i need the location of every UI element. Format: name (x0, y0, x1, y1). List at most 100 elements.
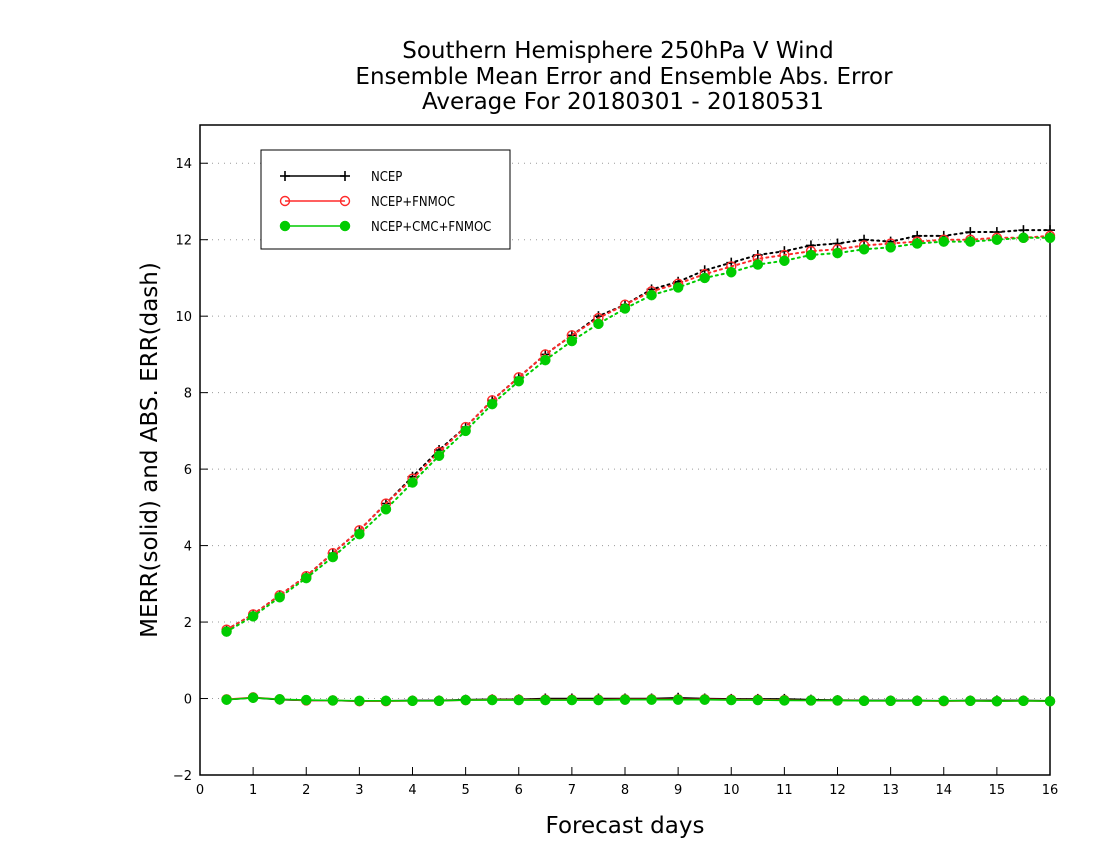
y-tick-label: 0 (184, 693, 192, 708)
abs-err-point (726, 266, 737, 278)
x-tick-label: 12 (829, 783, 846, 798)
abs-err-point (540, 354, 551, 366)
x-tick-label: 0 (196, 783, 204, 798)
legend-label: NCEP+CMC+FNMOC (371, 220, 491, 235)
abs-err-point (354, 528, 365, 540)
abs-err-point (965, 236, 976, 247)
mean-err-point (407, 695, 418, 707)
mean-err-point (1018, 695, 1029, 707)
legend-marker (279, 195, 291, 207)
mean-err-point (301, 694, 312, 706)
legend-entry: NCEP+CMC+FNMOC (279, 220, 491, 235)
chart-title: Southern Hemisphere 250hPa V Wind Ensemb… (355, 38, 893, 115)
mean-err-point (699, 694, 710, 705)
mean-err-point (832, 695, 843, 706)
x-axis: 0 1 2 3 4 5 6 7 8 9 10 11 12 13 14 15 16 (196, 767, 1058, 798)
y-tick-label: −2 (173, 769, 192, 784)
mean-err-point (619, 694, 631, 705)
mean-err-point (486, 694, 498, 706)
mean-err-point (885, 695, 896, 707)
x-tick-label: 16 (1042, 783, 1059, 798)
mean-err-point (858, 695, 870, 707)
y-tick-label: 10 (175, 310, 192, 325)
legend-marker (339, 220, 351, 232)
y-axis: −2 0 2 4 6 8 10 12 14 (173, 157, 208, 784)
legend-entry: NCEP (280, 170, 402, 185)
abs-err-point (460, 425, 471, 437)
abs-err-point (779, 255, 790, 266)
y-tick-label: 2 (184, 616, 192, 631)
abs-err-point (832, 247, 843, 259)
legend-label: NCEP (371, 170, 402, 185)
x-tick-label: 5 (461, 783, 469, 798)
abs-err-point (646, 289, 657, 301)
abs-err-point (274, 591, 285, 603)
abs-err-point (885, 242, 896, 253)
mean-err-point (938, 695, 949, 707)
x-tick-label: 1 (249, 783, 257, 798)
mean-err-point (380, 695, 392, 707)
mean-err-point (991, 695, 1003, 707)
abs-err-point (699, 272, 710, 284)
abs-err-point (832, 238, 843, 249)
grid-lines (200, 162, 1050, 700)
x-tick-label: 13 (882, 783, 899, 798)
mean-err-point (752, 694, 764, 706)
abs-err-point (301, 572, 312, 584)
abs-err-point (433, 450, 445, 461)
abs-err-line (225, 229, 1051, 631)
abs-err-line (225, 234, 1051, 631)
x-tick-label: 6 (515, 783, 523, 798)
y-tick-label: 6 (184, 463, 192, 478)
legend-entry: NCEP+FNMOC (279, 195, 455, 210)
y-tick-label: 12 (175, 234, 192, 249)
x-tick-label: 9 (674, 783, 682, 798)
mean-err-point (247, 692, 259, 704)
chart-title-line-3: Average For 20180301 - 20180531 (422, 89, 824, 115)
mean-err-point (327, 695, 339, 706)
abs-err-point (805, 249, 817, 261)
abs-err-point (911, 238, 923, 249)
abs-err-point (593, 318, 604, 330)
legend-label: NCEP+FNMOC (371, 195, 455, 210)
mean-err-point (965, 695, 976, 707)
mean-err-point (672, 694, 684, 705)
abs-err-point (805, 240, 816, 251)
abs-err-point (991, 234, 1003, 245)
abs-err-point (619, 303, 631, 314)
mean-err-point (433, 695, 445, 707)
mean-err-point (726, 694, 737, 706)
legend-marker (280, 171, 290, 181)
abs-err-point (1018, 232, 1029, 244)
series-ncep (221, 225, 1055, 707)
y-tick-label: 14 (175, 157, 192, 172)
legend-marker (339, 195, 351, 207)
abs-err-point (327, 551, 339, 563)
abs-err-point (566, 335, 578, 347)
series-layer (221, 225, 1056, 707)
y-axis-label: MERR(solid) and ABS. ERR(dash) (137, 262, 163, 638)
abs-err-point (859, 234, 870, 245)
abs-err-point (752, 259, 764, 270)
x-tick-label: 4 (408, 783, 416, 798)
x-tick-label: 14 (935, 783, 952, 798)
legend: NCEP NCEP+FNMOC NCEP+CMC+FNMOC (260, 149, 511, 250)
x-axis-label: Forecast days (546, 813, 705, 839)
abs-err-point (1044, 232, 1056, 244)
chart-title-line-2: Ensemble Mean Error and Ensemble Abs. Er… (355, 64, 893, 90)
abs-err-point (672, 282, 684, 293)
mean-err-point (513, 694, 524, 706)
abs-err-line (225, 236, 1051, 633)
mean-err-point (805, 695, 817, 706)
mean-err-point (540, 694, 551, 706)
mean-err-point (460, 694, 471, 706)
x-tick-label: 7 (568, 783, 576, 798)
abs-err-point (938, 236, 949, 247)
abs-err-point (407, 477, 418, 488)
mean-err-point (354, 695, 365, 707)
mean-err-point (779, 695, 790, 706)
series-ncep-cmc-fnmoc (221, 232, 1056, 707)
x-tick-label: 8 (621, 783, 629, 798)
x-tick-label: 10 (723, 783, 740, 798)
